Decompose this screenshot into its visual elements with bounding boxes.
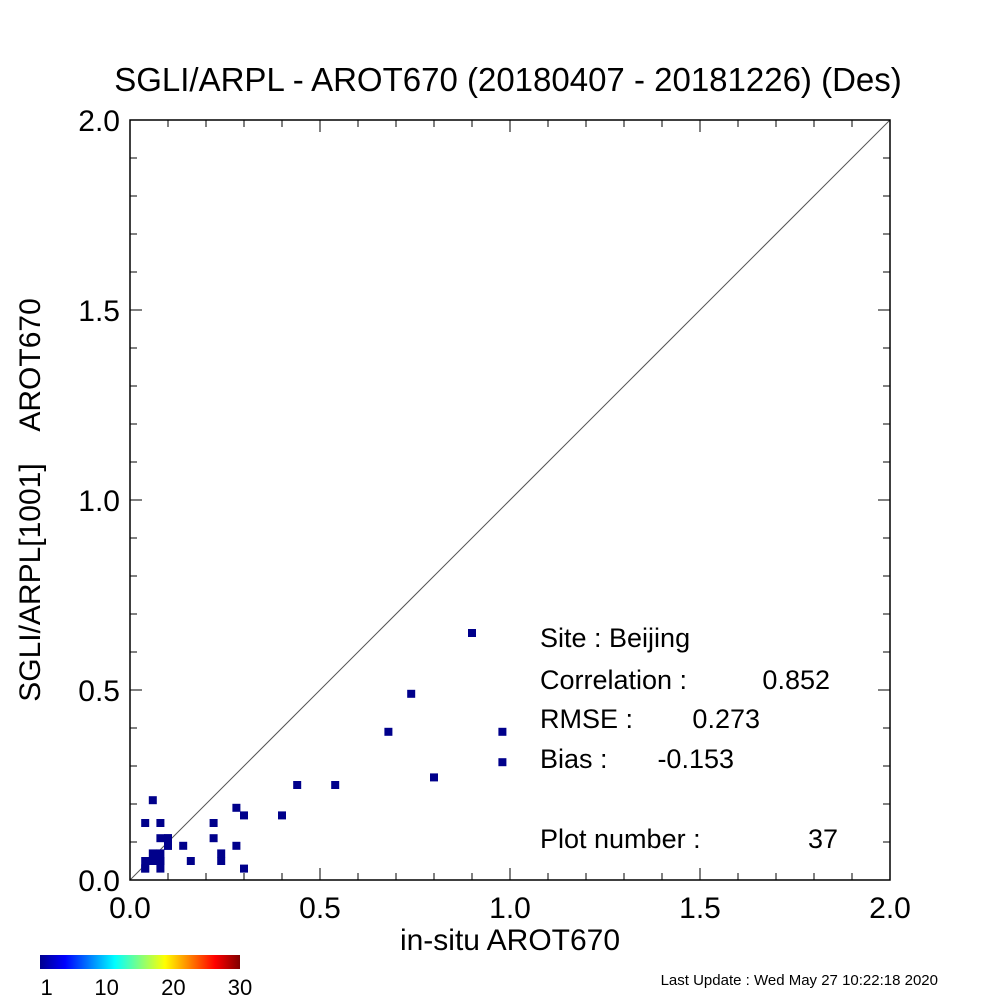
- x-tick-label: 0.0: [109, 892, 151, 925]
- data-point: [156, 849, 165, 858]
- x-tick-label: 1.5: [679, 892, 721, 925]
- data-point: [209, 819, 218, 827]
- data-point: [141, 857, 150, 865]
- x-tick-label: 1.0: [489, 892, 531, 925]
- colorbar-tick-labels: 1 10 20 30: [41, 975, 253, 1000]
- bias-value: -0.153: [657, 744, 734, 774]
- data-point: [156, 864, 165, 873]
- one-to-one-reference-line: [129, 119, 891, 881]
- correlation-label: Correlation :: [540, 665, 687, 695]
- y-axis-label: SGLI/ARPL[1001] AROT670: [14, 298, 47, 702]
- x-tick-label: 0.5: [299, 892, 341, 925]
- y-tick-label: 2.0: [78, 105, 120, 138]
- data-point: [148, 796, 157, 805]
- data-point: [217, 849, 226, 858]
- x-tick-label: 2.0: [869, 892, 911, 925]
- x-axis-tick-labels: 0.0 0.5 1.0 1.5 2.0: [109, 892, 911, 925]
- correlation-value: 0.852: [762, 665, 830, 695]
- data-point: [148, 857, 157, 865]
- data-point: [331, 781, 340, 789]
- y-tick-label: 0.5: [78, 675, 120, 708]
- data-points: [141, 629, 507, 873]
- site-label: Site : Beijing: [540, 623, 690, 653]
- data-point: [293, 781, 302, 789]
- data-point: [141, 864, 150, 873]
- chart-title: SGLI/ARPL - AROT670 (20180407 - 20181226…: [114, 61, 902, 98]
- colorbar-tick-label: 1: [41, 975, 53, 1000]
- rmse-value: 0.273: [692, 704, 760, 734]
- x-axis-ticks: [129, 120, 891, 880]
- data-point: [278, 811, 286, 820]
- colorbar-tick-label: 30: [228, 975, 252, 1000]
- data-point: [498, 727, 507, 736]
- data-point: [186, 857, 195, 865]
- data-point: [209, 834, 218, 843]
- data-point: [468, 629, 476, 637]
- colorbar-tick-label: 20: [161, 975, 185, 1000]
- x-axis-label: in-situ AROT670: [400, 924, 620, 957]
- data-point: [384, 727, 393, 736]
- colorbar-tick-label: 10: [94, 975, 118, 1000]
- data-point: [156, 834, 165, 843]
- data-point: [179, 841, 188, 850]
- data-point: [498, 758, 507, 767]
- data-point: [156, 819, 165, 827]
- data-point: [240, 811, 248, 820]
- data-point: [217, 857, 226, 865]
- data-point: [148, 849, 157, 858]
- colorbar: [40, 955, 240, 969]
- plot-area-frame: [129, 119, 891, 881]
- y-axis-tick-labels: 0.0 0.5 1.0 1.5 2.0: [78, 105, 120, 898]
- bias-label: Bias :: [540, 744, 608, 774]
- data-point: [164, 841, 172, 850]
- data-point: [232, 841, 241, 850]
- y-tick-label: 0.0: [78, 865, 120, 898]
- last-update-text: Last Update : Wed May 27 10:22:18 2020: [661, 972, 938, 989]
- y-tick-label: 1.0: [78, 485, 120, 518]
- data-point: [430, 773, 438, 782]
- plot-number-label: Plot number :: [540, 824, 701, 854]
- y-tick-label: 1.5: [78, 295, 120, 328]
- plot-number-value: 37: [808, 824, 838, 854]
- data-point: [240, 864, 248, 873]
- data-point: [164, 834, 172, 843]
- data-point: [156, 857, 165, 865]
- data-point: [141, 819, 150, 827]
- data-point: [232, 803, 241, 812]
- stats-panel: Site : Beijing Correlation : 0.852 RMSE …: [540, 623, 838, 854]
- rmse-label: RMSE :: [540, 704, 633, 734]
- data-point: [407, 689, 416, 698]
